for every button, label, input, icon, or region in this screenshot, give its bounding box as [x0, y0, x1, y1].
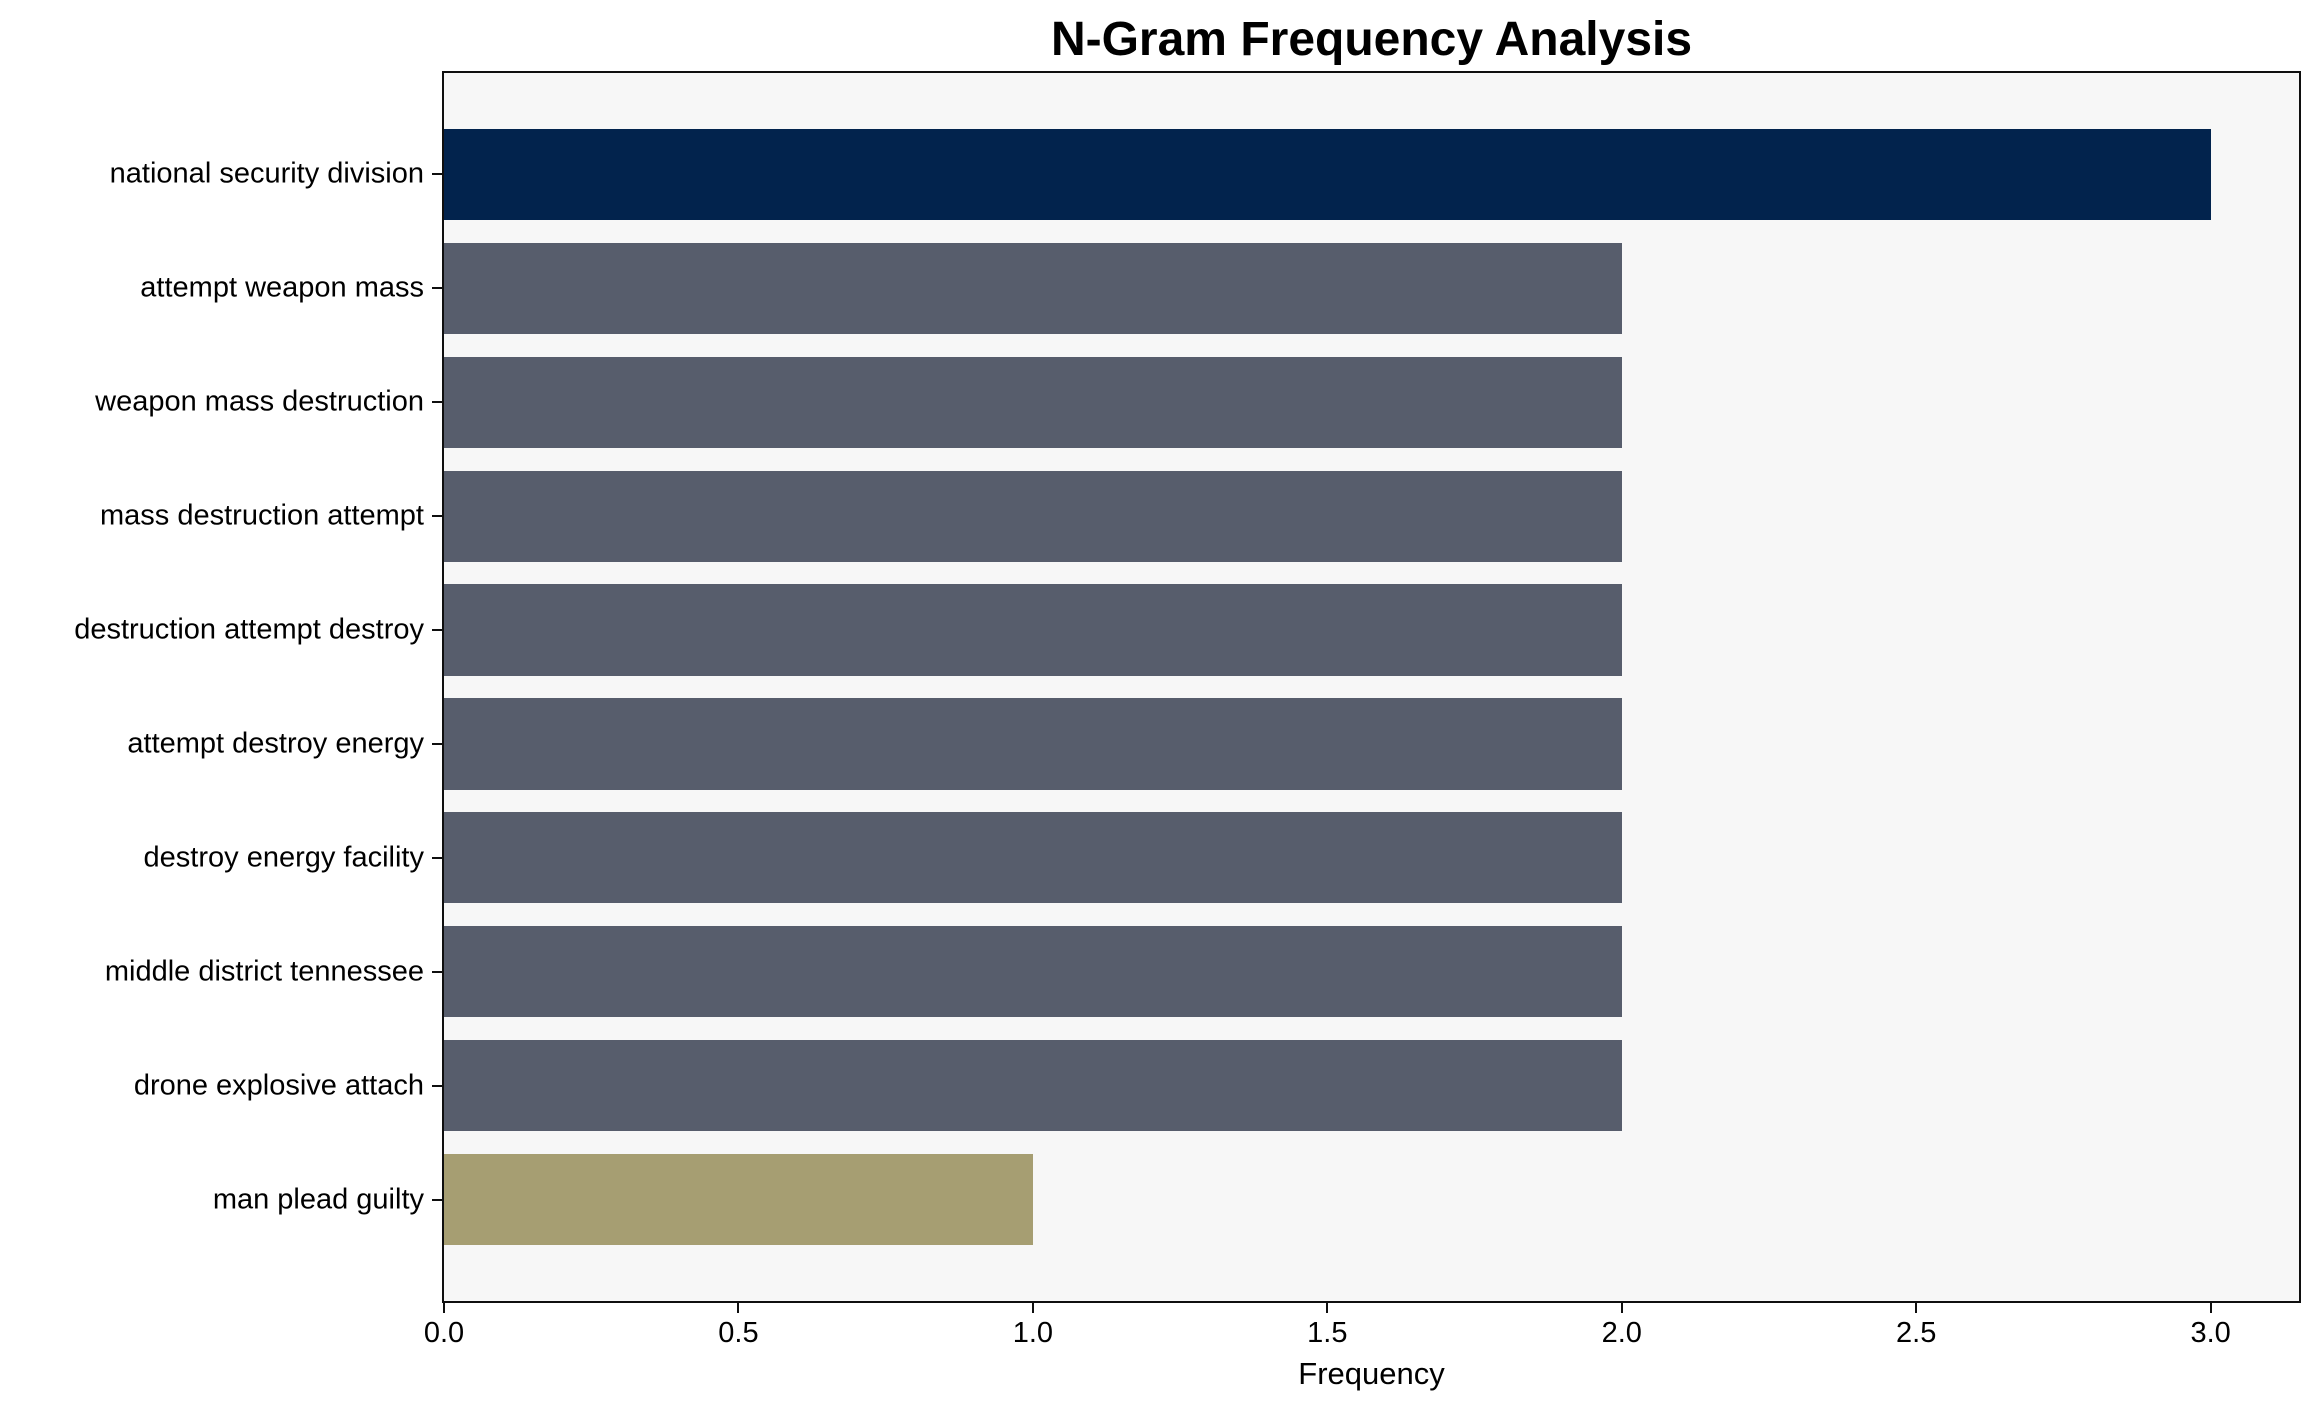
x-axis-label: Frequency	[1298, 1356, 1445, 1391]
x-tick-label: 1.0	[1012, 1317, 1054, 1349]
y-tick-label: national security division	[109, 157, 424, 190]
chart-title: N-Gram Frequency Analysis	[1050, 13, 1693, 66]
y-tick-mark	[432, 970, 442, 973]
y-tick-label: destruction attempt destroy	[74, 613, 424, 646]
y-tick-label: man plead guilty	[212, 1183, 424, 1216]
y-tick-mark	[432, 856, 442, 859]
bar	[444, 356, 1622, 448]
y-tick-mark	[432, 401, 442, 404]
bar	[444, 698, 1622, 790]
x-tick-mark	[1031, 1303, 1034, 1313]
y-tick-mark	[432, 1198, 442, 1201]
y-tick-label: attempt weapon mass	[140, 271, 424, 304]
x-tick-label: 2.0	[1601, 1317, 1642, 1349]
y-tick-mark	[432, 515, 442, 518]
x-tick-mark	[737, 1303, 740, 1313]
bar	[444, 812, 1622, 904]
y-tick-mark	[432, 629, 442, 632]
bar	[444, 470, 1622, 562]
y-tick-label: weapon mass destruction	[95, 385, 424, 418]
y-tick-mark	[432, 173, 442, 176]
bar	[444, 242, 1622, 334]
y-tick-label: destroy energy facility	[143, 841, 424, 874]
y-tick-label: attempt destroy energy	[127, 727, 424, 760]
x-tick-mark	[1326, 1303, 1329, 1313]
x-tick-mark	[443, 1303, 445, 1313]
x-tick-label: 0.0	[423, 1317, 465, 1349]
bar	[444, 128, 2211, 220]
x-tick-mark	[1620, 1303, 1623, 1313]
x-tick-label: 2.5	[1896, 1317, 1937, 1349]
x-tick-label: 0.5	[718, 1317, 759, 1349]
y-tick-label: mass destruction attempt	[100, 499, 424, 532]
y-tick-mark	[432, 287, 442, 290]
bar	[444, 926, 1622, 1018]
x-tick-label: 3.0	[2190, 1317, 2231, 1349]
y-tick-label: drone explosive attach	[133, 1069, 424, 1102]
y-tick-label: middle district tennessee	[104, 955, 424, 988]
x-tick-label: 1.5	[1307, 1317, 1348, 1349]
plot-area	[442, 71, 2301, 1303]
x-tick-mark	[1915, 1303, 1918, 1313]
bar	[444, 584, 1622, 676]
y-tick-mark	[432, 742, 442, 745]
x-tick-mark	[2209, 1303, 2212, 1313]
bar	[444, 1040, 1622, 1132]
y-tick-mark	[432, 1084, 442, 1087]
bar	[444, 1154, 1033, 1246]
